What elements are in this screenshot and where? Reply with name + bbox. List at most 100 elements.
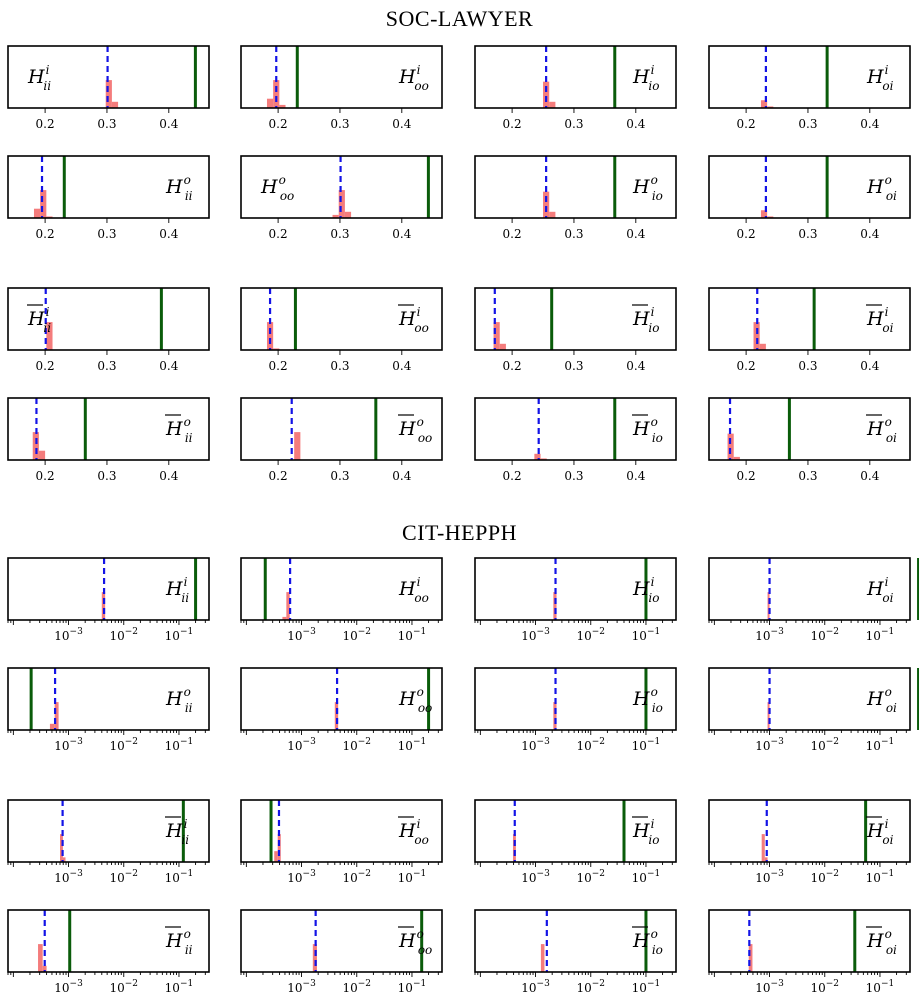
histogram-panel: 0.2 0.3 0.4 Hi io [474, 45, 707, 138]
axes-frame [708, 287, 911, 351]
histogram-bar [33, 208, 41, 218]
panel-label: Hi oo [398, 575, 429, 605]
axes-frame [240, 397, 443, 461]
histogram-bar [101, 592, 106, 620]
label-superscript: o [651, 685, 658, 699]
tick-base: 10 [54, 629, 69, 643]
panel-svg: 10−3 10−2 10−1Hi oi [708, 799, 911, 885]
label-symbol: H [27, 308, 45, 330]
panel-label: Hi oi [866, 305, 894, 335]
histogram-bar [277, 834, 281, 862]
histogram-bar [32, 432, 39, 460]
section-title-hepph: CIT-HEPPH [0, 520, 919, 546]
tick-label: 10−2 [342, 869, 371, 885]
label-superscript: i [651, 305, 655, 319]
histogram-panel: 0.2 0.3 0.4 Ho ii [7, 155, 240, 248]
histogram-bar [760, 210, 768, 218]
label-symbol: H [398, 308, 416, 330]
tick-exponent: −1 [180, 979, 193, 989]
histogram-bar [266, 322, 274, 350]
tick-label: 10−3 [521, 737, 550, 753]
section-title-lawyer: SOC-LAWYER [0, 6, 919, 32]
tick-label: 10−2 [576, 869, 605, 885]
label-subscript: ii [43, 321, 51, 335]
tick-label: 10−3 [755, 979, 784, 995]
panel-label: Hi io [632, 63, 659, 93]
tick-exponent: −1 [881, 737, 894, 747]
label-subscript: oo [414, 321, 428, 335]
axes-frame [240, 155, 443, 219]
tick-label: 0.3 [798, 469, 817, 483]
label-superscript: i [46, 63, 50, 77]
axes-frame [708, 155, 911, 219]
plot-area: 10−3 10−2 10−1Hi ii [7, 799, 210, 885]
label-symbol: H [866, 820, 884, 842]
tick-label: 0.2 [36, 117, 55, 131]
tick-base: 10 [755, 629, 770, 643]
tick-exponent: −1 [881, 627, 894, 637]
plot-area: 0.2 0.3 0.4 Hi oi [708, 287, 911, 373]
tick-base: 10 [398, 739, 413, 753]
label-superscript: i [885, 817, 889, 831]
tick-label: 0.4 [860, 227, 879, 241]
tick-label: 10−3 [521, 627, 550, 643]
tick-label: 0.3 [97, 359, 116, 373]
tick-label: 10−3 [521, 979, 550, 995]
tick-base: 10 [810, 629, 825, 643]
histogram-bar [60, 834, 63, 862]
label-symbol: H [632, 176, 650, 198]
tick-exponent: −3 [537, 737, 551, 747]
label-symbol: H [398, 688, 416, 710]
histogram-panel: 0.2 0.3 0.4 Hi io [474, 287, 707, 380]
panel-label: Ho ii [165, 173, 193, 203]
tick-label: 0.3 [330, 359, 349, 373]
axes-frame [708, 799, 911, 863]
plot-area: 10−3 10−2 10−1Hi io [474, 557, 677, 643]
label-superscript: i [651, 817, 655, 831]
histogram-panel: 10−3 10−2 10−1 Ho oi [708, 667, 919, 760]
tick-exponent: −3 [303, 979, 317, 989]
tick-base: 10 [632, 629, 647, 643]
tick-label: 0.3 [564, 469, 583, 483]
tick-label: 10−2 [109, 869, 138, 885]
plot-area: 0.2 0.3 0.4Hi ii [7, 45, 210, 131]
tick-label: 10−1 [866, 627, 895, 643]
tick-label: 10−2 [810, 627, 839, 643]
histogram-bar [761, 834, 765, 862]
panel-svg: 10−3 10−2 10−1Ho oi [708, 909, 911, 995]
tick-exponent: −2 [826, 979, 839, 989]
panel-label: Ho ii [165, 927, 193, 957]
panel-label: Hi oo [398, 817, 429, 847]
tick-label: 10−2 [109, 737, 138, 753]
tick-exponent: −3 [70, 869, 84, 879]
tick-base: 10 [632, 981, 647, 995]
label-superscript: i [885, 63, 889, 77]
tick-base: 10 [342, 629, 357, 643]
tick-label: 10−2 [810, 979, 839, 995]
tick-exponent: −1 [881, 979, 894, 989]
panel-svg: 0.2 0.3 0.4 Hi io [474, 287, 677, 373]
tick-label: 0.3 [798, 359, 817, 373]
label-subscript: ii [185, 431, 193, 445]
histogram-bar [759, 343, 766, 350]
histogram-panel: 10−3 10−2 10−1 Ho io [474, 909, 707, 1002]
histogram-panel: 10−3 10−2 10−1 Hi oi [708, 799, 919, 892]
tick-label: 10−3 [287, 737, 316, 753]
tick-base: 10 [755, 739, 770, 753]
tick-label: 0.3 [330, 469, 349, 483]
label-symbol: H [866, 176, 884, 198]
panel-svg: 0.2 0.3 0.4 Ho ii [7, 155, 210, 241]
label-symbol: H [260, 176, 278, 198]
panel-label: Hi oo [398, 63, 429, 93]
tick-label: 0.3 [564, 117, 583, 131]
histogram-panel: 0.2 0.3 0.4 Ho oi [708, 155, 919, 248]
histogram-panel: 0.2 0.3 0.4 Ho oo [240, 155, 473, 248]
tick-base: 10 [576, 629, 591, 643]
histogram-bar [753, 322, 760, 350]
histogram-panel: 10−3 10−2 10−1 Ho ii [7, 667, 240, 760]
tick-exponent: −3 [537, 979, 551, 989]
histogram-bar [49, 723, 55, 730]
tick-label: 0.2 [36, 469, 55, 483]
plot-area: 0.2 0.3 0.4 Ho oi [708, 155, 911, 241]
tick-label: 0.3 [798, 117, 817, 131]
